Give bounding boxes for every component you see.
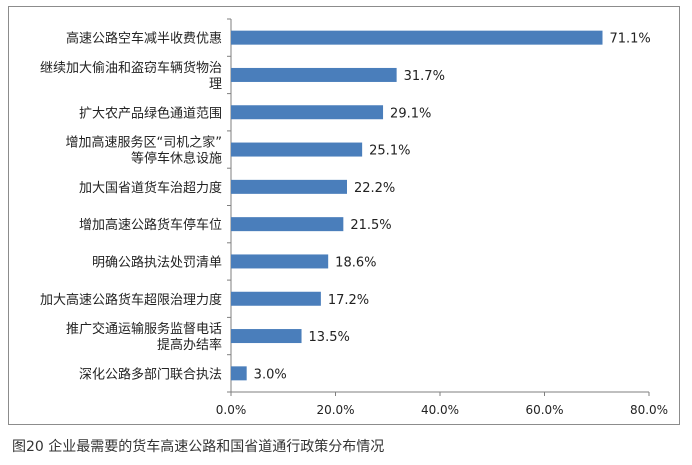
category-label: 继续加大偷油和盗窃车辆货物治	[40, 60, 222, 76]
x-tick-label: 20.0%	[316, 403, 354, 417]
category-label: 理	[209, 77, 222, 92]
category-label: 提高办结率	[157, 337, 222, 353]
bar-value-label: 31.7%	[404, 69, 445, 84]
bar-value-label: 71.1%	[609, 32, 650, 47]
bar	[231, 217, 344, 232]
x-tick-label: 0.0%	[216, 403, 247, 417]
category-label: 加大国省道货车治超力度	[79, 180, 222, 196]
bar-value-label: 3.0%	[254, 367, 287, 382]
bar-chart: 0.0% 20.0% 40.0% 60.0% 80.0% 71.1% 高速公路空车减半收费优…	[40, 18, 668, 417]
category-label: 深化公路多部门联合执法	[79, 366, 222, 382]
x-tick-label: 60.0%	[525, 403, 563, 417]
bar-value-label: 22.2%	[354, 181, 395, 196]
bar-value-label: 18.6%	[335, 255, 376, 270]
bar	[231, 105, 384, 120]
bar-value-label: 29.1%	[390, 106, 431, 121]
category-label: 高速公路空车减半收费优惠	[66, 31, 222, 47]
x-tick-label: 40.0%	[421, 403, 459, 417]
category-label: 增加高速服务区“司机之家”	[66, 135, 222, 151]
bar	[231, 254, 329, 269]
bar	[231, 329, 302, 344]
bar	[231, 67, 397, 82]
category-label: 明确公路执法处罚清单	[92, 254, 222, 270]
bar-value-label: 25.1%	[369, 144, 410, 159]
category-label: 增加高速公路货车停车位	[79, 217, 222, 233]
x-tick-label: 80.0%	[630, 403, 668, 417]
bar	[231, 142, 363, 157]
bar-value-label: 17.2%	[328, 293, 369, 308]
category-label: 扩大农产品绿色通道范围	[79, 105, 222, 121]
bar	[231, 30, 603, 45]
bar-value-label: 13.5%	[309, 330, 350, 345]
bar	[231, 179, 347, 194]
bar	[231, 291, 321, 306]
chart-frame: 0.0% 20.0% 40.0% 60.0% 80.0% 71.1% 高速公路空车减半收费优…	[8, 6, 680, 425]
category-label: 等停车休息设施	[131, 151, 222, 167]
category-label: 推广交通运输服务监督电话	[66, 321, 222, 337]
figure-caption: 图20 企业最需要的货车高速公路和国省道通行政策分布情况	[12, 439, 385, 455]
bar	[231, 366, 247, 381]
category-label: 加大高速公路货车超限治理力度	[40, 292, 222, 308]
bar-value-label: 21.5%	[350, 218, 391, 233]
